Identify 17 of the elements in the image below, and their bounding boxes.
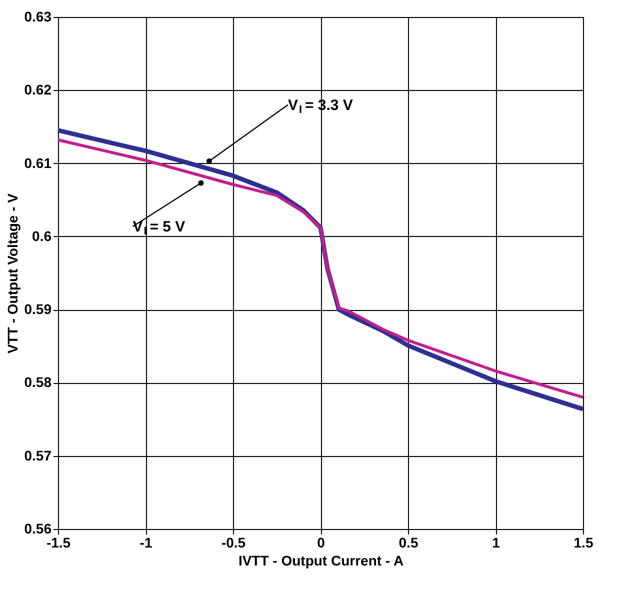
x-tick-label: 1.5	[574, 534, 594, 550]
x-tick-label: 0	[317, 534, 326, 550]
x-tick-label: -1.5	[46, 534, 71, 550]
y-tick-label: 0.59	[24, 301, 52, 318]
x-axis-title: IVTT - Output Current - A	[238, 552, 404, 568]
y-tick-label: 0.58	[24, 374, 52, 390]
x-tick-label: 1	[492, 534, 500, 550]
y-tick-label: 0.62	[24, 82, 52, 98]
x-tick-label: -0.5	[221, 534, 246, 550]
x-tick-label: -1	[140, 534, 152, 550]
y-tick-label: 0.63	[24, 8, 52, 24]
y-tick-label: 0.61	[24, 154, 52, 171]
y-tick-label: 0.56	[24, 520, 52, 536]
y-axis-title: VTT - Output Voltage - V	[4, 192, 20, 354]
y-tick-label: 0.57	[24, 447, 52, 464]
y-tick-label: 0.6	[32, 228, 52, 244]
x-tick-label: 0.5	[398, 534, 418, 550]
